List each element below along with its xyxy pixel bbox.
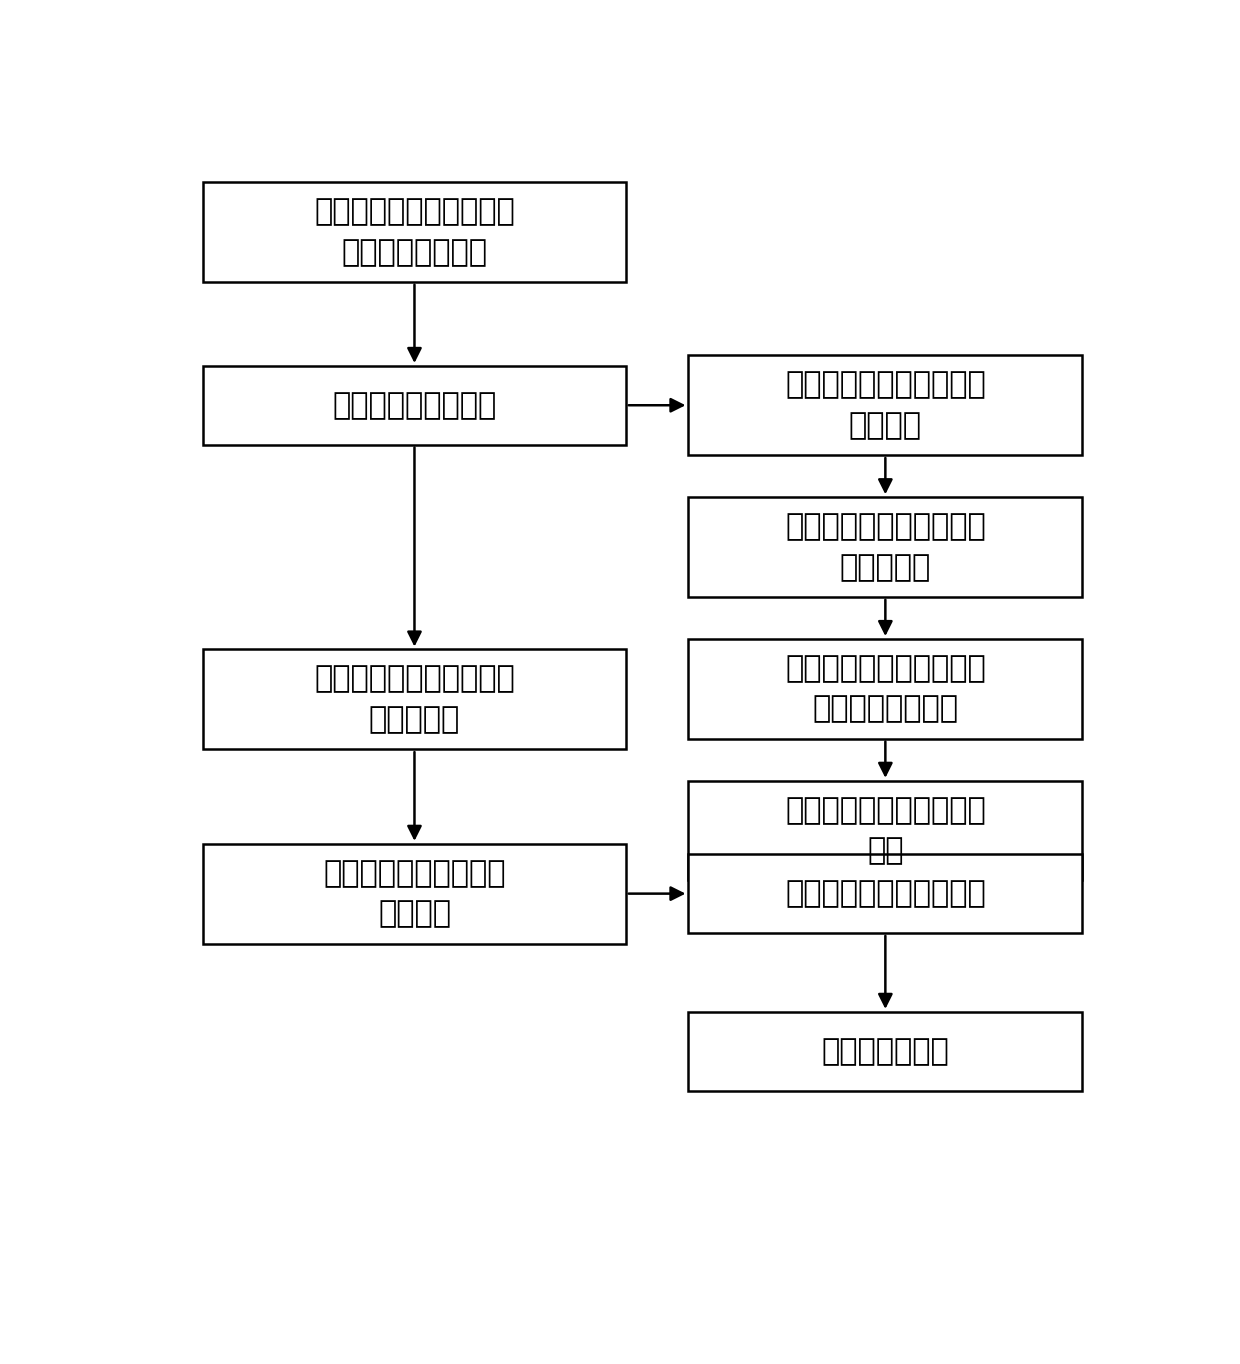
Text: 由原始过车数据生成过车
信号矩阵: 由原始过车数据生成过车 信号矩阵 [785,371,986,441]
Text: 绿波利用率评估: 绿波利用率评估 [821,1037,950,1065]
Bar [203,366,626,445]
Text: 交叉口有效协调时间分析: 交叉口有效协调时间分析 [785,880,986,908]
Text: 绘制交叉口协同方向过车
时间信号图: 绘制交叉口协同方向过车 时间信号图 [785,513,986,582]
Text: 绘制叠加有绿波设计方案
的信号控制时空图: 绘制叠加有绿波设计方案 的信号控制时空图 [785,655,986,723]
Bar [688,638,1083,739]
Bar [688,780,1083,881]
Bar [688,1012,1083,1091]
Bar [203,649,626,749]
Bar [688,496,1083,597]
Text: 绿波带实际的车辆通行状
况初步分析: 绿波带实际的车辆通行状 况初步分析 [314,664,515,734]
Text: 绘制干线绿波实际通行时
空图: 绘制干线绿波实际通行时 空图 [785,795,986,865]
Bar [688,854,1083,933]
Text: 交叉口协同控制方向卡口
检测过车数据采集: 交叉口协同控制方向卡口 检测过车数据采集 [314,198,515,267]
Bar [688,356,1083,456]
Text: 干线绿波利用率进行分
析、评估: 干线绿波利用率进行分 析、评估 [324,859,506,929]
Bar [203,844,626,944]
Bar [203,181,626,282]
Text: 生成干线过车信号图: 生成干线过车信号图 [332,390,496,420]
